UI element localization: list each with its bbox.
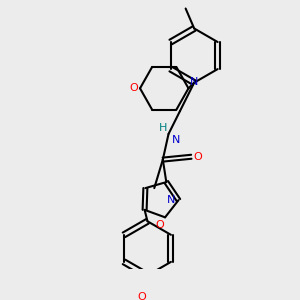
Text: N: N <box>171 135 180 146</box>
Text: N: N <box>167 195 175 205</box>
Text: O: O <box>194 152 202 162</box>
Text: H: H <box>159 122 167 133</box>
Text: O: O <box>155 220 164 230</box>
Text: O: O <box>137 292 146 300</box>
Text: N: N <box>190 77 198 87</box>
Text: O: O <box>130 83 139 93</box>
